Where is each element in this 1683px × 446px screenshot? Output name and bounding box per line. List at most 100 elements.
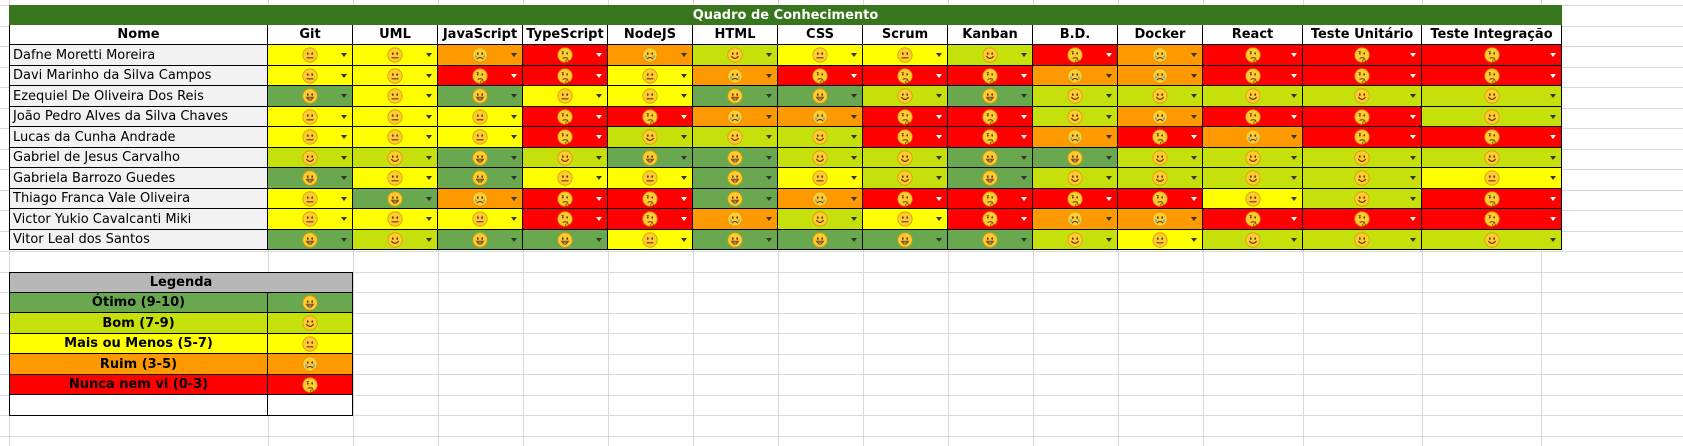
skill-level-dropdown[interactable] [268, 127, 353, 148]
chevron-down-icon[interactable] [1291, 217, 1297, 221]
chevron-down-icon[interactable] [1021, 94, 1027, 98]
skill-level-dropdown[interactable] [1033, 230, 1118, 250]
skill-level-dropdown[interactable] [863, 209, 948, 230]
chevron-down-icon[interactable] [341, 94, 347, 98]
skill-level-dropdown[interactable] [268, 230, 353, 250]
skill-level-dropdown[interactable] [438, 86, 523, 107]
skill-level-dropdown[interactable] [268, 148, 353, 168]
chevron-down-icon[interactable] [426, 73, 432, 78]
skill-level-dropdown[interactable] [1303, 127, 1422, 148]
skill-level-dropdown[interactable] [353, 66, 438, 86]
skill-level-dropdown[interactable] [1118, 230, 1203, 250]
skill-level-dropdown[interactable] [608, 107, 693, 127]
skill-level-dropdown[interactable] [523, 86, 608, 107]
skill-level-dropdown[interactable] [608, 127, 693, 148]
skill-level-dropdown[interactable] [1303, 86, 1422, 107]
chevron-down-icon[interactable] [1021, 73, 1027, 78]
skill-level-dropdown[interactable] [1118, 168, 1203, 189]
skill-level-dropdown[interactable] [1203, 209, 1303, 230]
chevron-down-icon[interactable] [1106, 217, 1112, 221]
skill-level-dropdown[interactable] [693, 148, 778, 168]
chevron-down-icon[interactable] [851, 217, 857, 221]
skill-level-dropdown[interactable] [438, 230, 523, 250]
skill-level-dropdown[interactable] [608, 189, 693, 209]
chevron-down-icon[interactable] [681, 114, 687, 119]
chevron-down-icon[interactable] [681, 217, 687, 221]
chevron-down-icon[interactable] [1291, 155, 1297, 160]
skill-level-dropdown[interactable] [1203, 189, 1303, 209]
chevron-down-icon[interactable] [426, 237, 432, 242]
chevron-down-icon[interactable] [766, 217, 772, 221]
chevron-down-icon[interactable] [1021, 237, 1027, 242]
skill-level-dropdown[interactable] [353, 127, 438, 148]
chevron-down-icon[interactable] [1021, 176, 1027, 180]
chevron-down-icon[interactable] [1550, 196, 1556, 201]
skill-level-dropdown[interactable] [1303, 66, 1422, 86]
skill-level-dropdown[interactable] [693, 86, 778, 107]
chevron-down-icon[interactable] [766, 176, 772, 180]
chevron-down-icon[interactable] [596, 94, 602, 98]
chevron-down-icon[interactable] [511, 196, 517, 201]
skill-level-dropdown[interactable] [1033, 45, 1118, 66]
chevron-down-icon[interactable] [766, 196, 772, 201]
skill-level-dropdown[interactable] [438, 148, 523, 168]
skill-level-dropdown[interactable] [948, 168, 1033, 189]
skill-level-dropdown[interactable] [438, 209, 523, 230]
chevron-down-icon[interactable] [936, 155, 942, 160]
skill-level-dropdown[interactable] [1422, 66, 1562, 86]
skill-level-dropdown[interactable] [608, 209, 693, 230]
chevron-down-icon[interactable] [1550, 114, 1556, 119]
skill-level-dropdown[interactable] [523, 107, 608, 127]
chevron-down-icon[interactable] [936, 196, 942, 201]
skill-level-dropdown[interactable] [948, 107, 1033, 127]
skill-level-dropdown[interactable] [608, 148, 693, 168]
skill-level-dropdown[interactable] [438, 127, 523, 148]
chevron-down-icon[interactable] [1191, 73, 1197, 78]
skill-level-dropdown[interactable] [1118, 127, 1203, 148]
skill-level-dropdown[interactable] [438, 168, 523, 189]
chevron-down-icon[interactable] [341, 176, 347, 180]
skill-level-dropdown[interactable] [948, 86, 1033, 107]
chevron-down-icon[interactable] [766, 94, 772, 98]
skill-level-dropdown[interactable] [693, 189, 778, 209]
skill-level-dropdown[interactable] [1422, 127, 1562, 148]
chevron-down-icon[interactable] [1291, 176, 1297, 180]
skill-level-dropdown[interactable] [608, 230, 693, 250]
chevron-down-icon[interactable] [1106, 196, 1112, 201]
chevron-down-icon[interactable] [1550, 53, 1556, 57]
chevron-down-icon[interactable] [1106, 94, 1112, 98]
skill-level-dropdown[interactable] [693, 168, 778, 189]
chevron-down-icon[interactable] [511, 176, 517, 180]
skill-level-dropdown[interactable] [948, 230, 1033, 250]
skill-level-dropdown[interactable] [863, 107, 948, 127]
skill-level-dropdown[interactable] [1422, 86, 1562, 107]
skill-level-dropdown[interactable] [778, 168, 863, 189]
skill-level-dropdown[interactable] [353, 45, 438, 66]
skill-level-dropdown[interactable] [1203, 230, 1303, 250]
skill-level-dropdown[interactable] [438, 107, 523, 127]
chevron-down-icon[interactable] [681, 53, 687, 57]
skill-level-dropdown[interactable] [353, 148, 438, 168]
chevron-down-icon[interactable] [851, 73, 857, 78]
chevron-down-icon[interactable] [1410, 237, 1416, 242]
chevron-down-icon[interactable] [426, 114, 432, 119]
chevron-down-icon[interactable] [341, 53, 347, 57]
skill-level-dropdown[interactable] [778, 230, 863, 250]
chevron-down-icon[interactable] [681, 94, 687, 98]
skill-level-dropdown[interactable] [1203, 86, 1303, 107]
skill-level-dropdown[interactable] [1203, 66, 1303, 86]
chevron-down-icon[interactable] [1550, 217, 1556, 221]
chevron-down-icon[interactable] [1550, 135, 1556, 139]
chevron-down-icon[interactable] [1106, 135, 1112, 139]
skill-level-dropdown[interactable] [523, 230, 608, 250]
chevron-down-icon[interactable] [766, 135, 772, 139]
chevron-down-icon[interactable] [681, 176, 687, 180]
chevron-down-icon[interactable] [936, 135, 942, 139]
skill-level-dropdown[interactable] [353, 230, 438, 250]
chevron-down-icon[interactable] [1191, 217, 1197, 221]
skill-level-dropdown[interactable] [1033, 168, 1118, 189]
skill-level-dropdown[interactable] [863, 127, 948, 148]
skill-level-dropdown[interactable] [608, 86, 693, 107]
chevron-down-icon[interactable] [426, 155, 432, 160]
chevron-down-icon[interactable] [1410, 155, 1416, 160]
